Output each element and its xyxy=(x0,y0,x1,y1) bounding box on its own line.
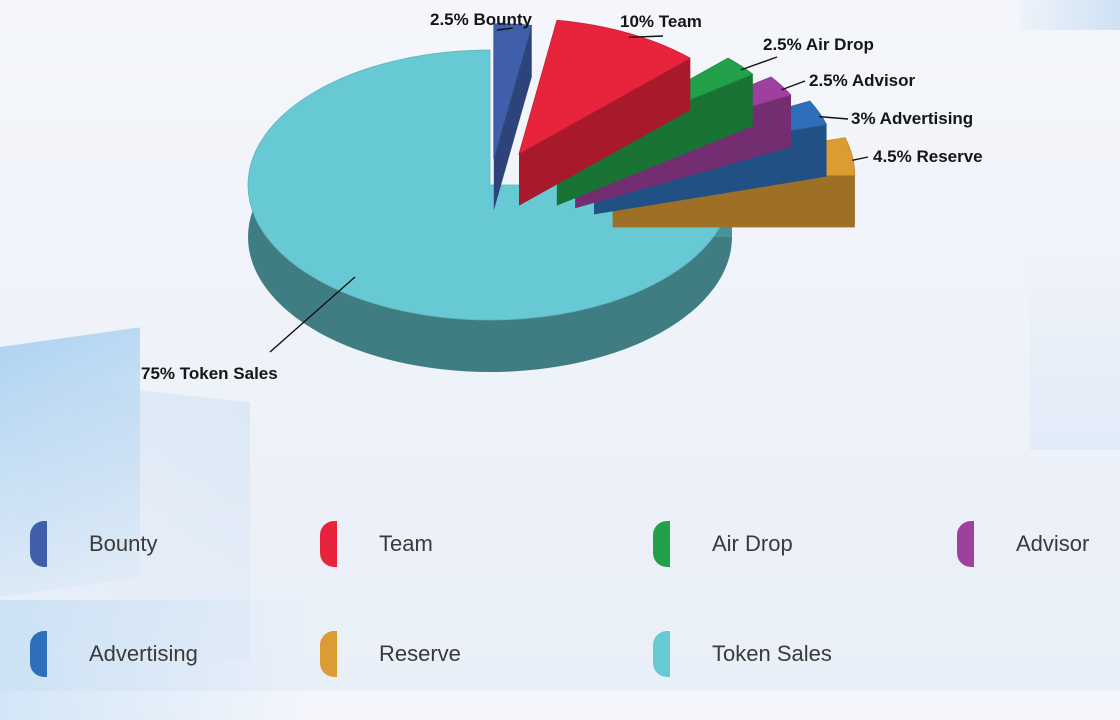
pie-chart: 75% Token Sales 4.5% Reserve 3% Advertisin… xyxy=(141,10,983,383)
slice-label: 2.5% Bounty xyxy=(430,10,533,29)
slice-cut-face xyxy=(493,25,532,211)
leader-line xyxy=(781,80,806,91)
slice-label: 10% Team xyxy=(620,12,702,31)
leader-line xyxy=(852,156,869,162)
leader-line xyxy=(628,35,664,39)
slice-bounty xyxy=(493,23,533,211)
slice-label: 3% Advertising xyxy=(851,109,973,128)
leader-line xyxy=(496,27,513,31)
slice-label: 4.5% Reserve xyxy=(873,147,983,166)
slice-top xyxy=(493,23,533,159)
slice-team xyxy=(518,19,691,206)
pie-slices xyxy=(247,19,856,372)
leader-line xyxy=(819,115,849,120)
slice-label: 2.5% Advisor xyxy=(809,71,916,90)
slice-labels: 75% Token Sales 4.5% Reserve 3% Advertisin… xyxy=(141,10,983,383)
slice-top xyxy=(247,49,733,321)
leader-lines xyxy=(269,27,869,353)
leader-line xyxy=(740,56,778,71)
slice-label: 75% Token Sales xyxy=(141,364,278,383)
slice-cut-face xyxy=(519,58,691,206)
slice-label: 2.5% Air Drop xyxy=(763,35,874,54)
slice-cut-face xyxy=(556,74,753,206)
slice-top xyxy=(518,19,691,155)
leader-line xyxy=(269,276,356,353)
